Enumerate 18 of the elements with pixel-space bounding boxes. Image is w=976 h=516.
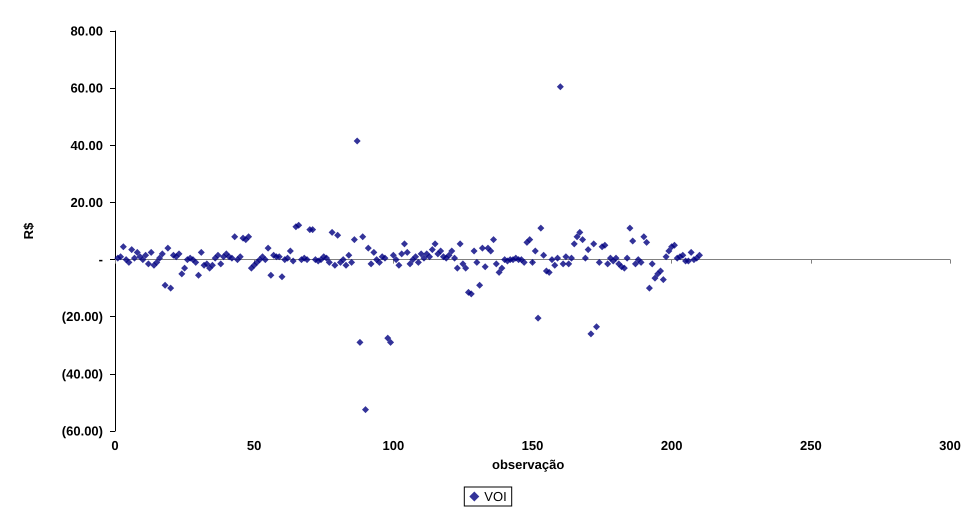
x-axis-title: observação <box>492 457 564 472</box>
x-tick-label: 150 <box>522 438 544 453</box>
y-tick-label: (20.00) <box>62 309 103 324</box>
y-tick-label: - <box>98 252 103 268</box>
legend-label: VOI <box>484 489 507 504</box>
y-axis-title: R$ <box>21 222 36 240</box>
y-tick-label: 40.00 <box>70 138 103 153</box>
x-tick-label: 300 <box>939 438 961 453</box>
x-tick-label: 50 <box>246 438 262 453</box>
x-tick-label: 0 <box>111 438 119 453</box>
x-tick-label: 200 <box>660 438 683 453</box>
y-tick-label: (60.00) <box>62 424 103 438</box>
y-tick-label: 60.00 <box>70 80 103 96</box>
y-tick-label: 20.00 <box>70 194 103 210</box>
y-tick-label: 80.00 <box>70 24 103 38</box>
x-tick-label: 250 <box>800 438 822 453</box>
y-tick-label: (40.00) <box>62 366 103 382</box>
x-tick-label: 100 <box>382 438 404 453</box>
